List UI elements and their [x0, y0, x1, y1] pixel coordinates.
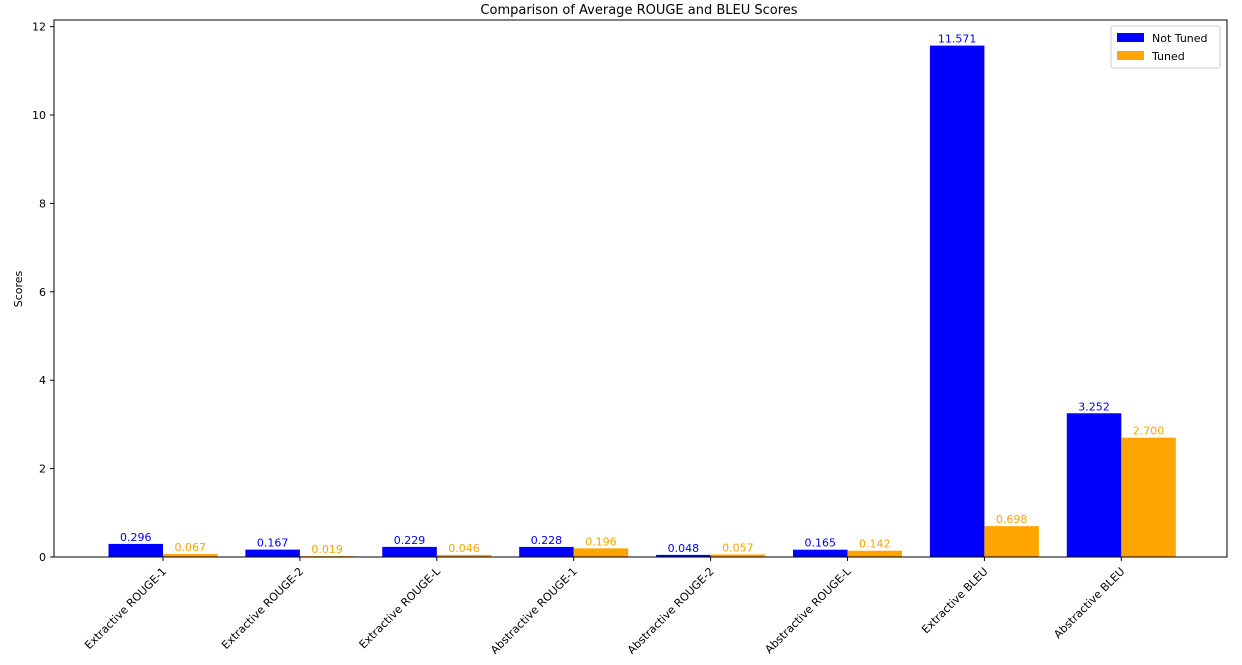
bar-value-label: 0.046	[448, 542, 480, 555]
bar-value-label: 0.698	[996, 513, 1028, 526]
bar-tuned	[436, 554, 492, 557]
bar-not-tuned	[929, 45, 985, 558]
y-tick-label: 0	[39, 551, 46, 564]
y-tick-label: 6	[39, 286, 46, 299]
x-tick-label: Extractive BLEU	[919, 565, 990, 636]
bar-not-tuned	[108, 543, 163, 557]
chart-title: Comparison of Average ROUGE and BLEU Sco…	[480, 3, 797, 18]
bar-value-label: 2.700	[1133, 425, 1165, 438]
bar-tuned	[710, 554, 766, 557]
x-tick-label: Abstractive ROUGE-L	[762, 564, 854, 656]
y-axis-label: Scores	[12, 270, 25, 307]
bar-not-tuned	[1066, 413, 1122, 557]
bar-tuned	[984, 526, 1039, 557]
bar-tuned	[847, 550, 902, 557]
bar-tuned	[573, 548, 629, 557]
bar-value-label: 0.167	[257, 537, 289, 550]
bar-not-tuned	[793, 549, 848, 557]
bar-value-label: 11.571	[938, 33, 977, 46]
legend: Not Tuned Tuned	[1110, 25, 1221, 69]
plot-area: 0.296 0.167 0.229 0.228 0.048 0.165 11.571 3.25…	[32, 19, 1228, 657]
bar-value-label: 3.252	[1078, 400, 1110, 413]
legend-swatch	[1117, 51, 1144, 60]
bar-value-label: 0.067	[175, 541, 207, 554]
y-tick-label: 10	[32, 109, 46, 122]
x-tick-label: Abstractive BLEU	[1051, 565, 1127, 641]
x-tick-label: Extractive ROUGE-L	[357, 564, 444, 651]
y-tick-label: 8	[39, 197, 46, 210]
legend-label: Not Tuned	[1152, 32, 1208, 45]
bar-value-label: 0.296	[120, 531, 152, 544]
bar-value-label: 0.228	[531, 534, 563, 547]
bar-value-label: 0.142	[859, 538, 891, 551]
y-tick-label: 2	[39, 463, 46, 476]
bar-tuned	[163, 554, 218, 557]
bar-not-tuned	[245, 549, 300, 557]
bar-value-label: 0.165	[805, 537, 837, 550]
x-tick-label: Extractive ROUGE-1	[82, 565, 169, 652]
axes-frame	[53, 19, 1228, 558]
x-tick-label: Extractive ROUGE-2	[219, 565, 306, 652]
y-tick-label: 4	[39, 374, 46, 387]
bar-tuned	[1121, 437, 1176, 557]
bar-value-label: 0.196	[585, 535, 617, 548]
x-tick-label: Abstractive ROUGE-1	[488, 565, 580, 657]
y-tick-label: 12	[32, 21, 46, 34]
bar-value-label: 0.019	[311, 543, 343, 556]
x-tick-label: Abstractive ROUGE-2	[625, 565, 717, 657]
legend-label: Tuned	[1151, 50, 1185, 63]
legend-swatch	[1117, 33, 1144, 42]
bar-not-tuned	[656, 554, 711, 557]
bar-value-label: 0.057	[722, 541, 754, 554]
bar-value-label: 0.229	[394, 534, 426, 547]
bar-value-label: 0.048	[668, 542, 700, 555]
bar-not-tuned	[519, 546, 574, 557]
bar-not-tuned	[382, 546, 437, 557]
